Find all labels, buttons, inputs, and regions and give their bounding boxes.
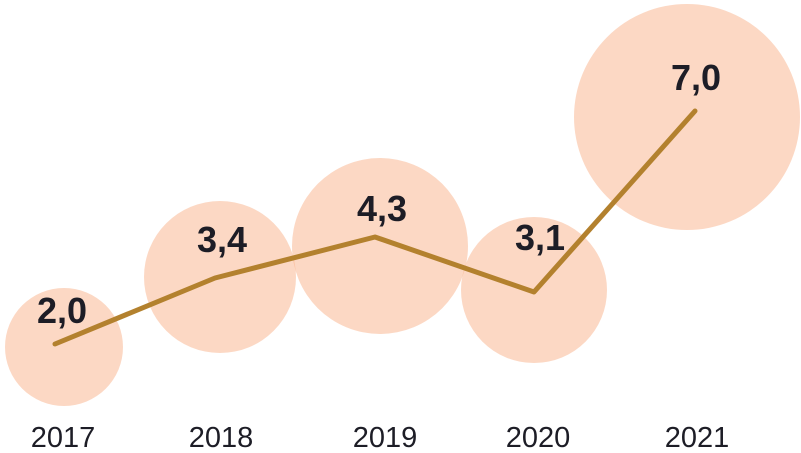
value-labels: 2,0 3,4 4,3 3,1 7,0 <box>37 57 721 331</box>
year-label-2020: 2020 <box>506 422 571 453</box>
x-axis-labels: 2017 2018 2019 2020 2021 <box>31 422 730 453</box>
bubble-2019 <box>292 158 468 334</box>
bubble-2017 <box>5 288 123 406</box>
year-label-2017: 2017 <box>31 422 96 453</box>
value-label-2017: 2,0 <box>37 290 87 331</box>
value-label-2018: 3,4 <box>197 219 247 260</box>
year-label-2018: 2018 <box>189 422 254 453</box>
year-label-2021: 2021 <box>665 422 730 453</box>
year-label-2019: 2019 <box>353 422 418 453</box>
value-label-2019: 4,3 <box>357 188 407 229</box>
value-label-2021: 7,0 <box>671 57 721 98</box>
trend-line <box>52 108 698 347</box>
value-label-2020: 3,1 <box>515 217 565 258</box>
